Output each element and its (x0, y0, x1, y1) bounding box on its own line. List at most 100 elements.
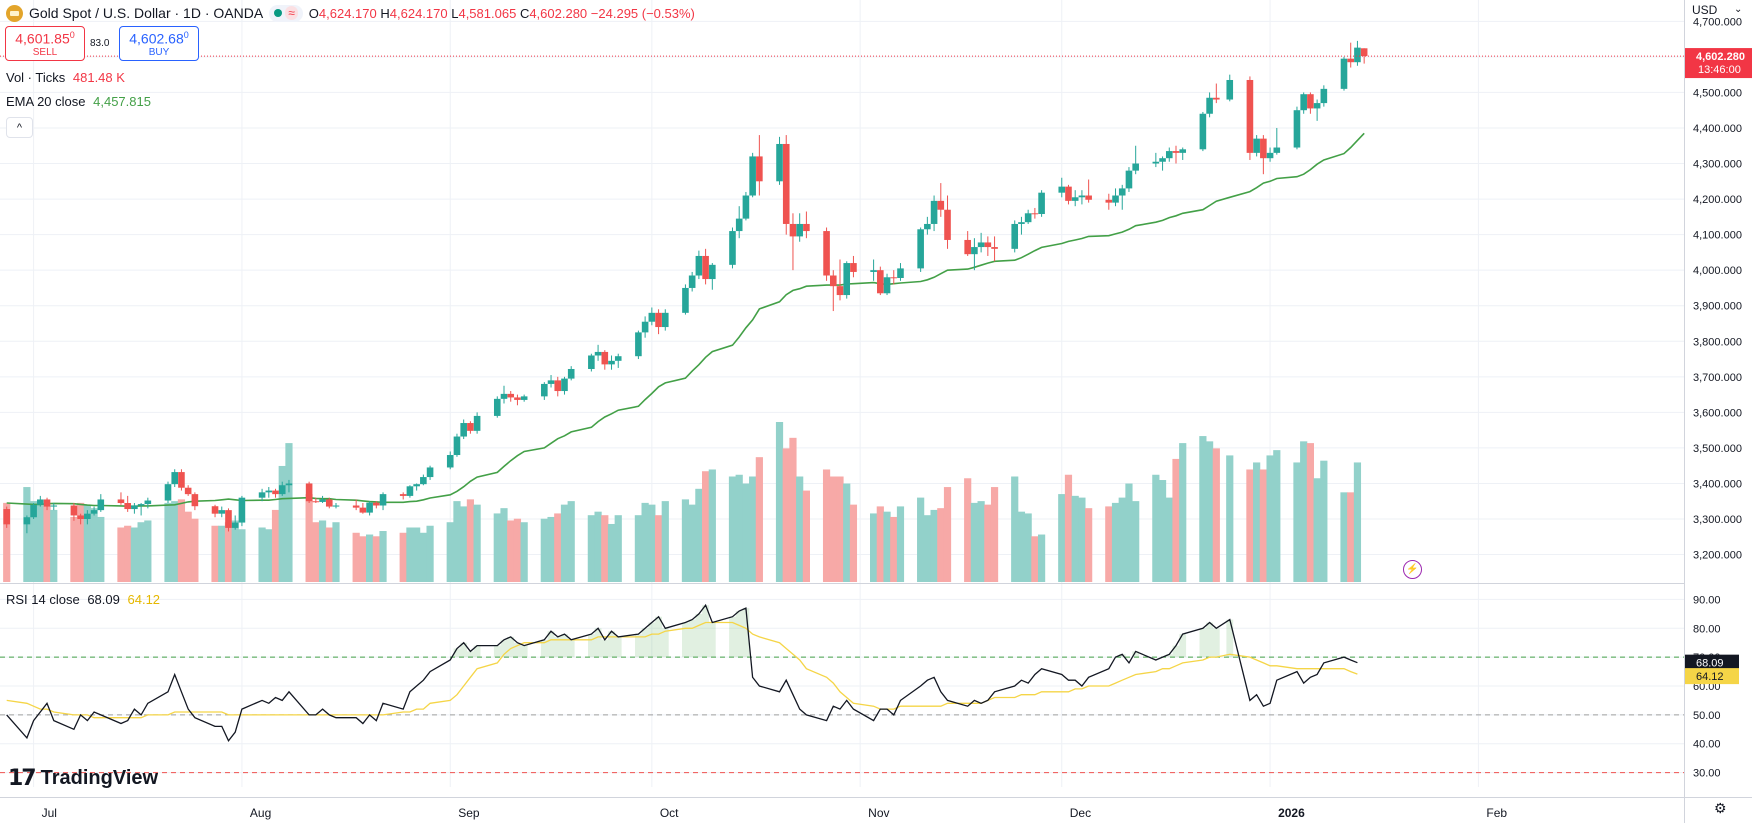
volume-bar (372, 536, 380, 582)
volume-legend-value: 481.48 K (72, 70, 125, 85)
wave-icon: ≈ (285, 6, 298, 20)
volume-bar (70, 516, 78, 582)
currency-selector[interactable]: USD (1692, 3, 1718, 17)
tradingview-logo-icon: 17 (8, 766, 37, 791)
candle-body (554, 380, 562, 392)
x-tick-label: Feb (1486, 806, 1507, 820)
volume-bar (560, 504, 569, 582)
y-tick-label: 3,800.000 (1693, 336, 1742, 348)
rsi-path (6, 603, 1358, 743)
volume-bar (1105, 506, 1113, 582)
volume-bar (789, 437, 797, 582)
candle-body (30, 504, 37, 518)
candle-body (924, 223, 931, 230)
open-value: 4,624.170 (318, 5, 377, 21)
volume-bar (1206, 441, 1214, 582)
volume-bar (1172, 458, 1180, 582)
candle-body (756, 156, 763, 182)
y-tick-label: 4,400.000 (1693, 123, 1742, 135)
tradingview-brand[interactable]: 17 TradingView (8, 766, 158, 791)
sym-gold-icon[interactable] (6, 4, 23, 22)
buy-button[interactable]: 4,602.680 BUY (119, 26, 199, 61)
volume-bar (755, 457, 763, 582)
volume-bar (984, 504, 992, 582)
sell-button[interactable]: 4,601.850 SELL (5, 26, 85, 61)
candle-body (1226, 79, 1234, 100)
volume-legend-label: Vol · Ticks (6, 70, 66, 85)
volume-bar (278, 465, 286, 582)
candle-body (977, 242, 985, 248)
countdown-label: 13:46:00 (1698, 64, 1741, 76)
volume-bar (130, 527, 138, 582)
x-tick-label: Dec (1070, 806, 1091, 820)
ema-legend-value: 4,457.815 (93, 94, 151, 109)
ema-line (6, 132, 1365, 507)
candle-body (171, 472, 179, 485)
candle-body (325, 499, 333, 507)
volume-bar (883, 511, 891, 582)
candle-body (332, 505, 340, 507)
volume-legend[interactable]: Vol · Ticks 481.48 K (6, 70, 125, 85)
candle-body (782, 143, 790, 224)
candle-body (803, 223, 810, 232)
candle-body (191, 494, 199, 507)
volume-bars (3, 422, 1362, 582)
volume-bar (1353, 462, 1362, 582)
volume-bar (406, 527, 414, 582)
volume-bar (30, 501, 38, 582)
gear-icon[interactable]: ⚙ (1714, 800, 1727, 816)
y-tick-label: 4,000.000 (1693, 265, 1742, 277)
market-status-pill[interactable]: ≈ (269, 4, 303, 22)
rsi-legend[interactable]: RSI 14 close 68.09 64.12 (6, 592, 160, 607)
flash-icon[interactable]: ⚡ (1403, 560, 1422, 579)
chevron-down-icon[interactable]: ⌄ (1734, 4, 1743, 15)
y-tick-label: 4,200.000 (1693, 194, 1742, 206)
candle-body (144, 500, 152, 505)
volume-bar (1226, 455, 1234, 582)
ohlc-readout: O4,624.170 H4,624.170 L4,581.065 C4,602.… (309, 6, 695, 21)
candle-body (1246, 79, 1254, 153)
volume-bar (318, 520, 327, 582)
market-open-dot-icon (274, 9, 283, 17)
candle-body (937, 200, 945, 210)
candle-body (829, 275, 837, 287)
volume-bar (1132, 501, 1140, 582)
candle-body (258, 492, 266, 498)
candle-body (319, 499, 326, 502)
candle-body (870, 270, 877, 272)
candle-body (655, 312, 662, 328)
candle-body (1152, 161, 1160, 164)
rsi-ma-value-badge (1685, 668, 1739, 685)
candle-body (823, 231, 830, 276)
buy-label: BUY (148, 46, 170, 58)
low-label: L (451, 5, 459, 21)
candle-body (1300, 94, 1307, 111)
high-label: H (380, 5, 390, 21)
volume-bar (688, 504, 696, 582)
volume-bar (50, 509, 58, 582)
candle-body (682, 287, 689, 313)
ema-legend[interactable]: EMA 20 close 4,457.815 (6, 94, 151, 109)
collapse-legend-button[interactable]: ^ (6, 117, 33, 138)
ema-legend-label: EMA 20 close (6, 94, 86, 109)
volume-bar (614, 515, 622, 582)
volume-bar (164, 502, 172, 582)
rsi-y-tick-label: 90.00 (1693, 594, 1721, 606)
volume-bar (1078, 497, 1086, 582)
y-tick-label: 4,100.000 (1693, 230, 1742, 242)
volume-bar (990, 487, 999, 582)
volume-bar (1071, 495, 1079, 582)
candle-body (1024, 213, 1032, 223)
candles (3, 40, 1368, 534)
rsi-value-badge (1685, 654, 1739, 671)
volume-bar (1179, 443, 1187, 582)
symbol-title[interactable]: Gold Spot / U.S. Dollar · 1D · OANDA (29, 5, 264, 21)
candle-body (1307, 94, 1314, 109)
volume-bar (1064, 474, 1073, 582)
candle-body (507, 393, 515, 398)
sell-price-sup: 0 (69, 30, 75, 41)
candle-body (70, 505, 78, 516)
candle-body (352, 505, 360, 508)
candle-body (97, 499, 105, 511)
